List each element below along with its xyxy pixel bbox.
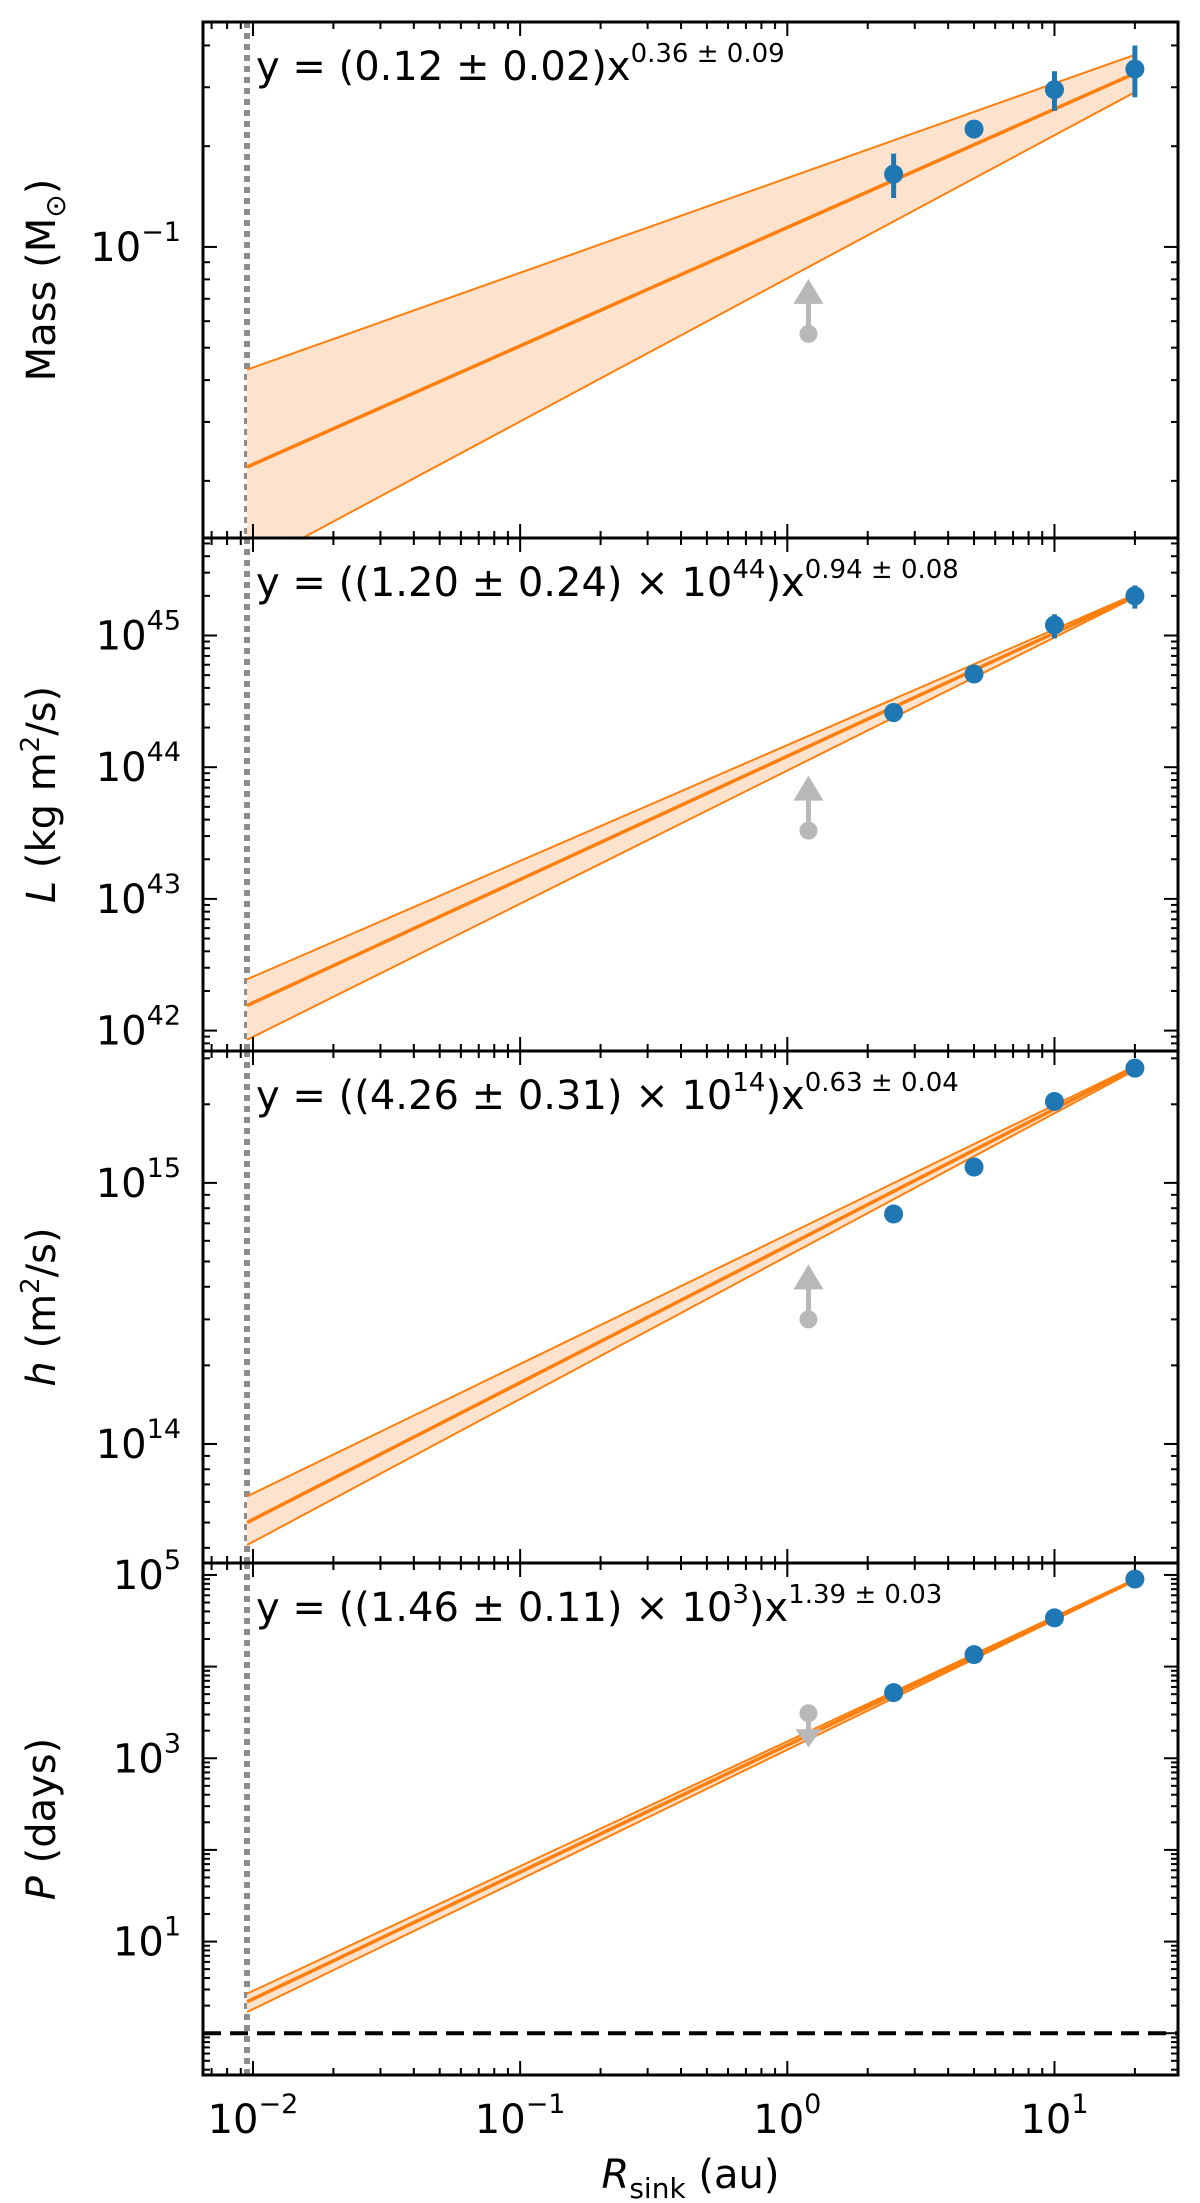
- data-point: [1044, 1091, 1064, 1111]
- data-point: [1125, 1058, 1145, 1078]
- panel-2: 1042 1043 1044 1045 y = ((1.20 ± 0.24) × 104…: [16, 536, 1180, 1055]
- y-tick-label: 1015: [96, 1153, 181, 1207]
- lower-limit-arrow-head: [793, 1264, 824, 1290]
- fit-upper-line: [246, 53, 1136, 371]
- plot-area-2: [244, 538, 1145, 1051]
- y-axis-label: P (days): [19, 1738, 65, 1900]
- data-point: [1125, 1569, 1145, 1589]
- plot-area-4: [203, 1563, 1178, 2075]
- y-tick-label: 1045: [96, 606, 181, 660]
- fit-center-line: [246, 71, 1136, 469]
- panel-4: 101 103 105 y = ((1.46 ± 0.11) × 103)x1.39 …: [19, 1545, 1180, 2077]
- y-tick-label: 1043: [96, 869, 181, 923]
- fit-equation: y = (0.12 ± 0.02)x0.36 ± 0.09: [256, 39, 785, 90]
- y-axis-label: Mass (M⊙): [19, 179, 72, 382]
- data-point: [884, 1204, 904, 1224]
- data-point: [964, 1645, 984, 1665]
- y-axis-label: L (kg m2/s): [16, 686, 65, 903]
- data-point: [1044, 80, 1064, 100]
- data-point: [1044, 615, 1064, 635]
- upper-limit-arrow-head: [795, 1729, 822, 1748]
- fit-center-line: [246, 594, 1136, 1008]
- fit-lower-line: [246, 1580, 1136, 2013]
- y-tick-label: 101: [113, 1912, 181, 1966]
- fit-lower-line: [246, 596, 1136, 1041]
- x-tick-label: 100: [753, 2089, 821, 2143]
- fit-upper-line: [246, 593, 1136, 981]
- fit-center-line: [246, 1066, 1136, 1525]
- lower-limit-point: [799, 1310, 818, 1329]
- data-point: [964, 1157, 984, 1177]
- data-point: [884, 164, 904, 184]
- y-tick-label: 1044: [96, 737, 181, 791]
- fit-band: [247, 54, 1135, 538]
- data-point: [1125, 59, 1145, 79]
- lower-limit-point: [799, 324, 818, 343]
- y-axis-label-text: L (kg m2/s): [16, 686, 65, 903]
- data-point: [1125, 586, 1145, 606]
- x-tick-label: 10−2: [208, 2089, 299, 2143]
- x-axis-label: Rsink (au): [602, 2152, 780, 2203]
- plot-area-3: [244, 1051, 1145, 1563]
- y-axis-label-text: P (days): [19, 1738, 65, 1900]
- data-point: [1044, 1608, 1064, 1628]
- data-point: [884, 703, 904, 723]
- panel-3: 1014 1015 y = ((4.26 ± 0.31) × 1014)x0.63 …: [16, 1049, 1180, 1565]
- y-tick-label: 1042: [96, 1001, 181, 1055]
- fit-lower-line: [300, 91, 1136, 538]
- lower-limit-arrow-head: [793, 278, 824, 304]
- upper-limit-point: [799, 1704, 818, 1723]
- y-tick-label: 10−1: [90, 217, 181, 271]
- y-tick-label: 1014: [96, 1414, 181, 1468]
- data-point: [964, 119, 984, 139]
- y-axis-label: h (m2/s): [16, 1227, 65, 1386]
- panel-1: 10−1 y = (0.12 ± 0.02)x0.36 ± 0.09 Mass (M…: [19, 20, 1180, 540]
- data-point: [884, 1683, 904, 1703]
- y-axis-label-text: h (m2/s): [16, 1227, 65, 1386]
- fit-upper-line: [246, 1065, 1136, 1498]
- fit-equation: y = ((1.46 ± 0.11) × 103)x1.39 ± 0.03: [256, 1580, 942, 1631]
- fit-equation: y = ((1.20 ± 0.24) × 1044)x0.94 ± 0.08: [256, 555, 959, 606]
- fit-lower-line: [246, 1069, 1136, 1546]
- fit-equation: y = ((4.26 ± 0.31) × 1014)x0.63 ± 0.04: [256, 1068, 959, 1119]
- fit-upper-line: [246, 1578, 1136, 1995]
- lower-limit-arrow-head: [793, 775, 824, 801]
- x-tick-label: 10−1: [475, 2089, 566, 2143]
- fit-center-line: [246, 1578, 1136, 2004]
- x-tick-label: 101: [1020, 2089, 1088, 2143]
- lower-limit-point: [799, 821, 818, 840]
- data-point: [964, 664, 984, 684]
- plot-area-1: [244, 22, 1145, 538]
- y-tick-label: 103: [113, 1728, 181, 1782]
- axes-frame: [201, 1561, 1180, 2077]
- y-axis-label-text: Mass (M⊙): [19, 179, 72, 382]
- y-tick-label: 105: [113, 1545, 181, 1599]
